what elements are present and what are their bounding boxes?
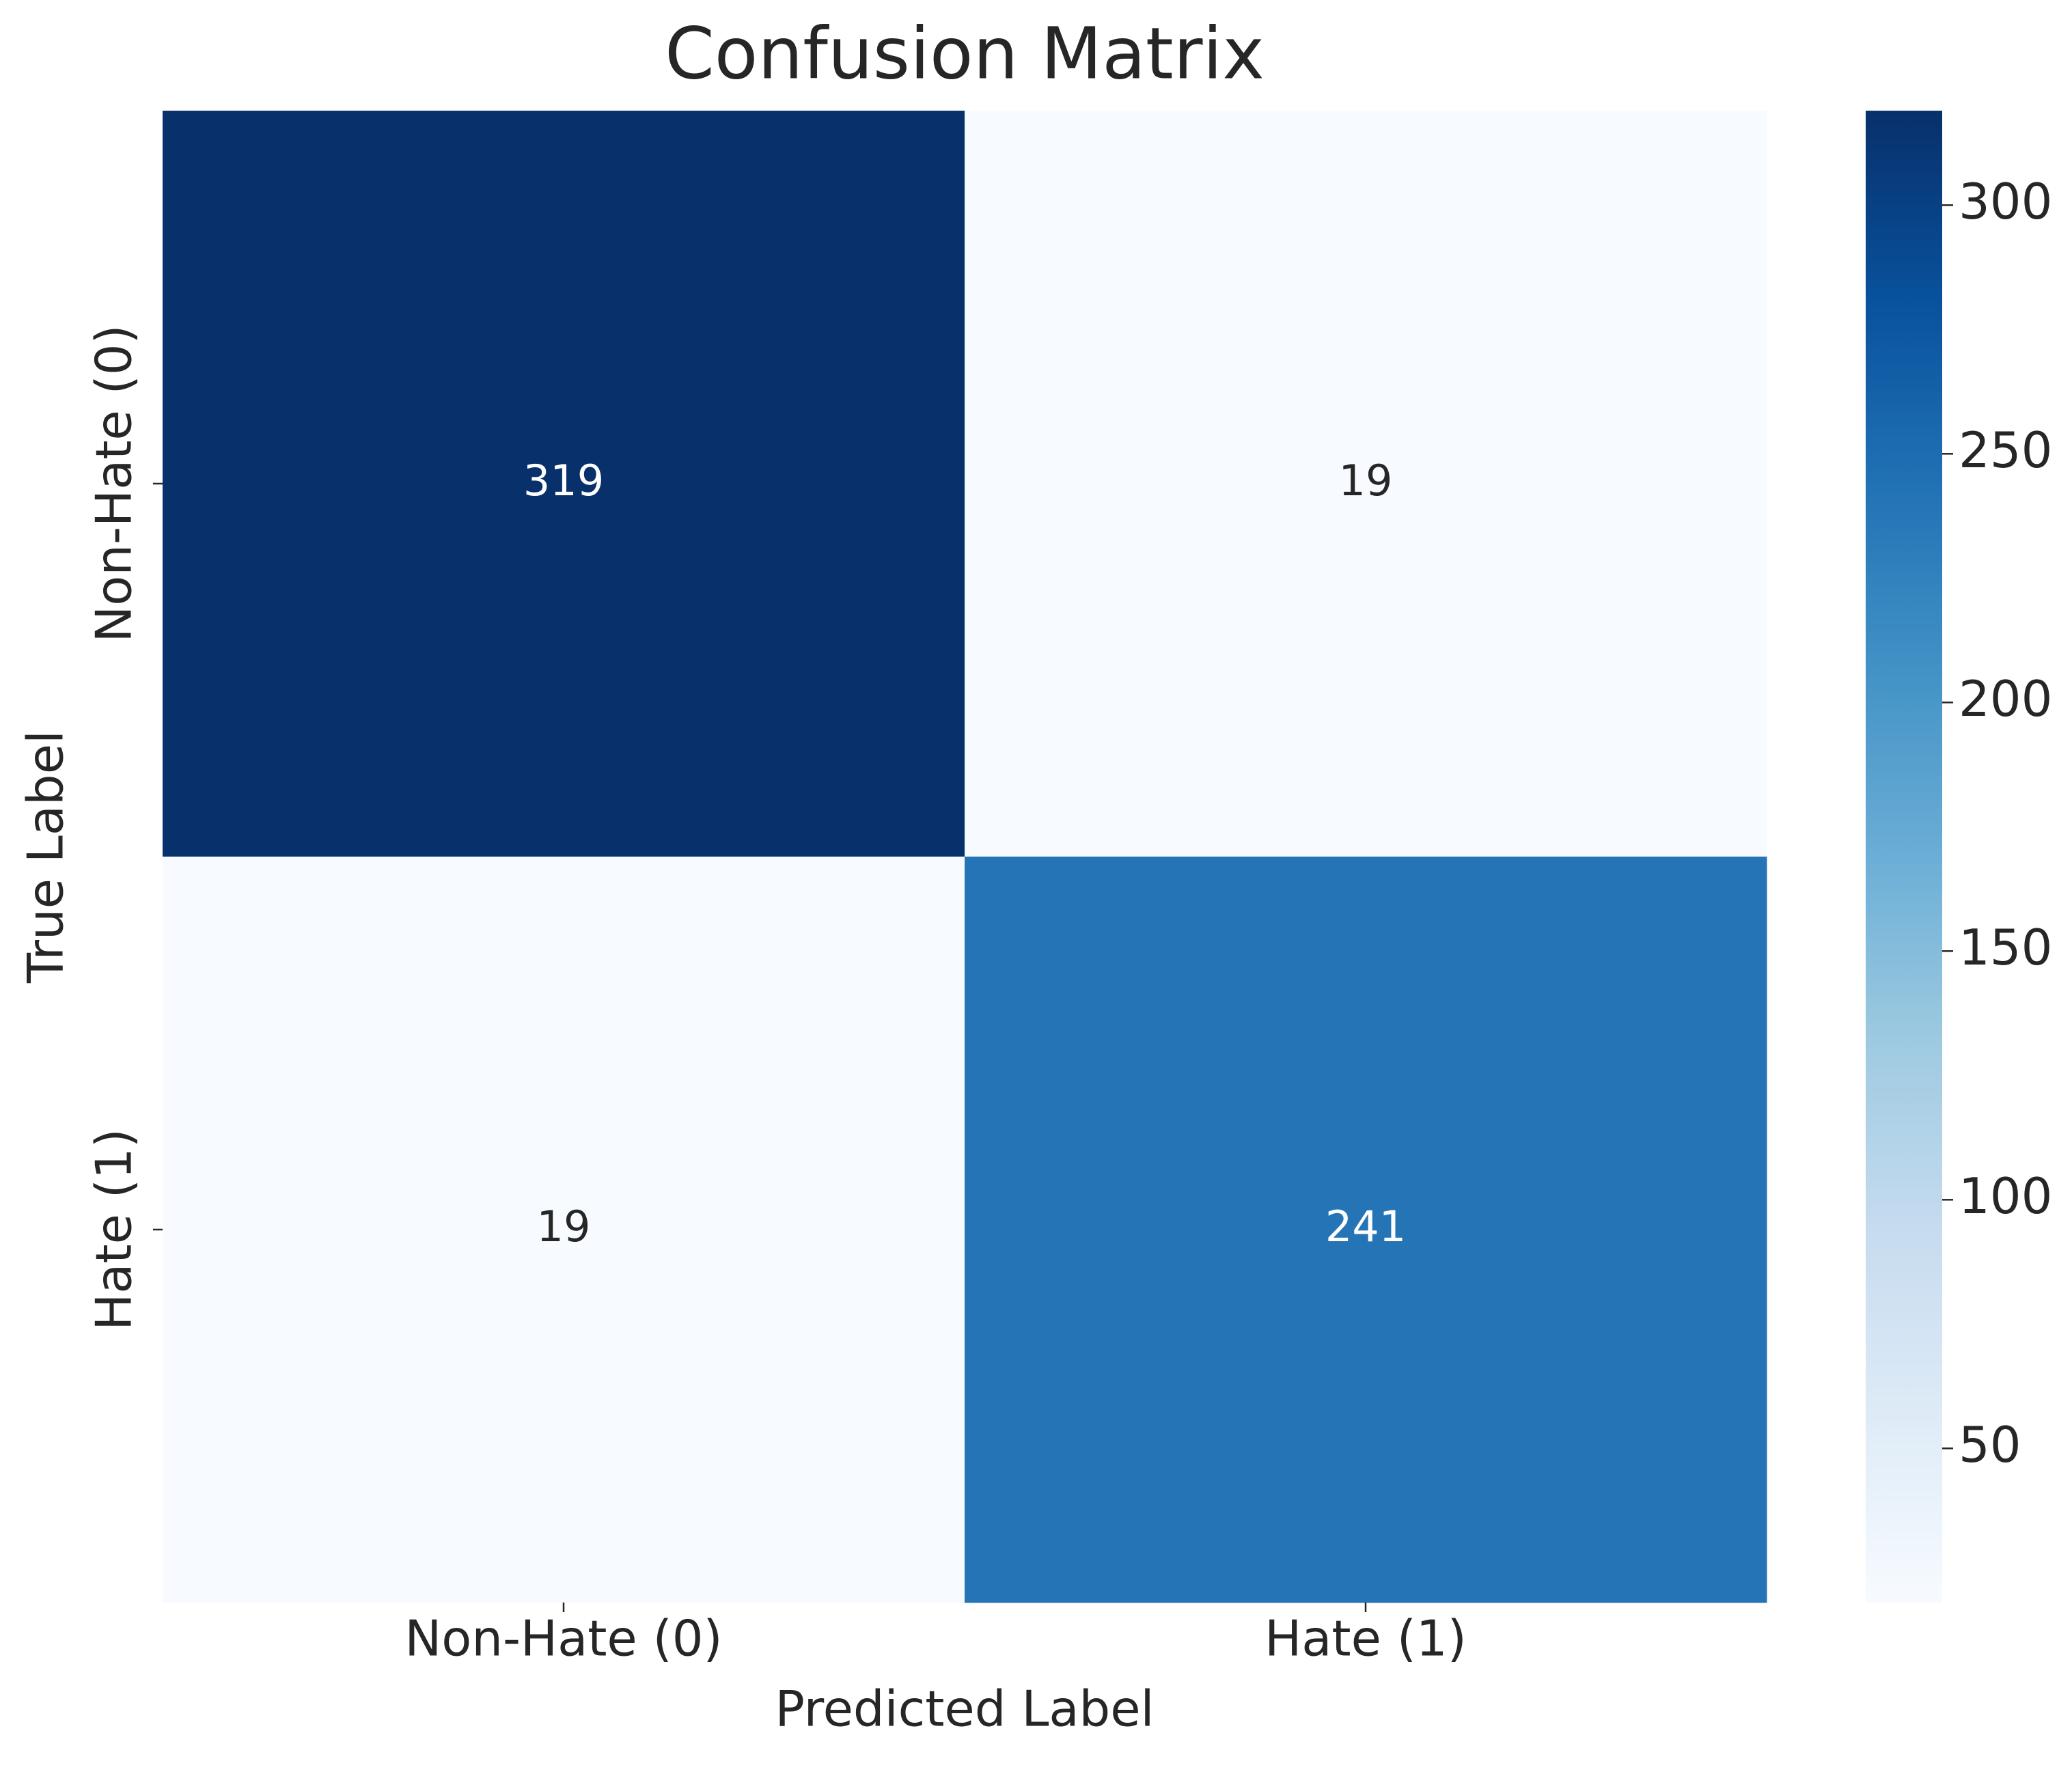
x-tick-label: Hate (1) [1265,1610,1467,1667]
cell-label: 241 [1325,1202,1406,1251]
y-axis-label: True Label [17,730,74,984]
colorbar-tick-label: 300 [1959,173,2052,230]
colorbar-tick-label: 200 [1959,670,2052,727]
heatmap-cell [163,111,965,857]
colorbar-tick-label: 100 [1959,1167,2052,1225]
heatmap-cell [965,857,1767,1603]
cell-label: 19 [537,1202,591,1251]
x-tick-label: Non-Hate (0) [404,1610,722,1667]
colorbar-tick-label: 150 [1959,919,2052,976]
cell-label: 19 [1339,456,1393,505]
heatmap-cell [965,111,1767,857]
heatmap-cell [163,857,965,1603]
y-tick-label: Non-Hate (0) [85,324,143,642]
y-tick-label: Hate (1) [85,1128,143,1331]
colorbar [1866,111,1942,1603]
colorbar-tick-label: 250 [1959,421,2052,479]
x-axis-label: Predicted Label [775,1680,1154,1738]
chart-title: Confusion Matrix [665,12,1265,95]
cell-label: 319 [523,456,604,505]
colorbar-tick-label: 50 [1959,1416,2021,1473]
